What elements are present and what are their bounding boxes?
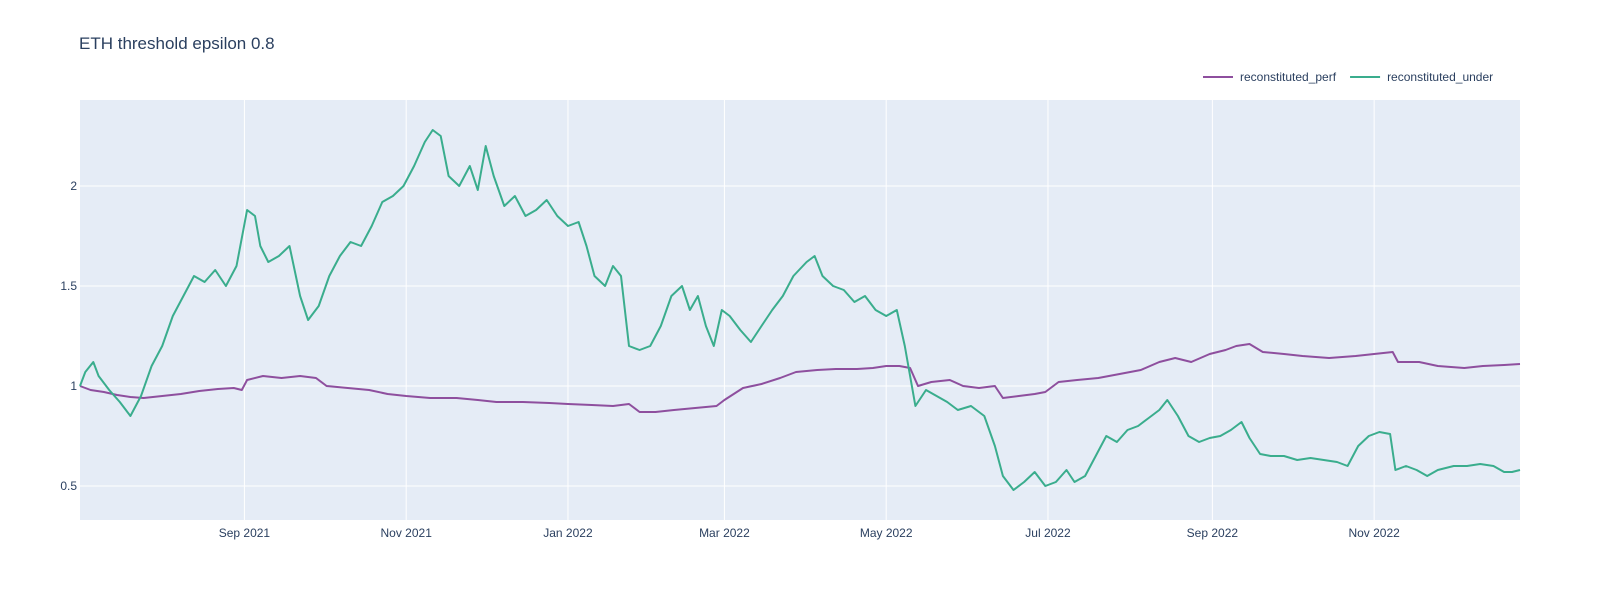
legend[interactable]: reconstituted_perf reconstituted_under: [1203, 70, 1493, 84]
plot-area: [80, 100, 1520, 520]
legend-item-reconstituted-perf[interactable]: reconstituted_perf: [1203, 70, 1337, 84]
y-axis-ticks: 0.5 1 1.5 2: [60, 179, 77, 493]
x-tick-label: Sep 2021: [219, 526, 271, 540]
series-line-reconstituted-under: [79, 129, 1521, 491]
legend-label: reconstituted_perf: [1240, 70, 1337, 84]
series-lines: [79, 129, 1521, 491]
x-tick-label: Nov 2022: [1348, 526, 1400, 540]
x-tick-label: Jul 2022: [1025, 526, 1071, 540]
series-line-reconstituted-perf: [79, 343, 1521, 413]
gridlines: [80, 100, 1520, 520]
y-tick-label: 0.5: [60, 479, 77, 493]
legend-label: reconstituted_under: [1387, 70, 1493, 84]
x-tick-label: Jan 2022: [543, 526, 593, 540]
y-tick-label: 2: [70, 179, 77, 193]
y-tick-label: 1: [70, 379, 77, 393]
legend-item-reconstituted-under[interactable]: reconstituted_under: [1350, 70, 1493, 84]
x-tick-label: Mar 2022: [699, 526, 750, 540]
x-tick-label: Nov 2021: [381, 526, 433, 540]
x-tick-label: Sep 2022: [1187, 526, 1239, 540]
x-tick-label: May 2022: [860, 526, 913, 540]
y-tick-label: 1.5: [60, 279, 77, 293]
chart-title: ETH threshold epsilon 0.8: [79, 34, 275, 53]
x-axis-ticks: Sep 2021 Nov 2021 Jan 2022 Mar 2022 May 2022…: [219, 526, 1400, 540]
